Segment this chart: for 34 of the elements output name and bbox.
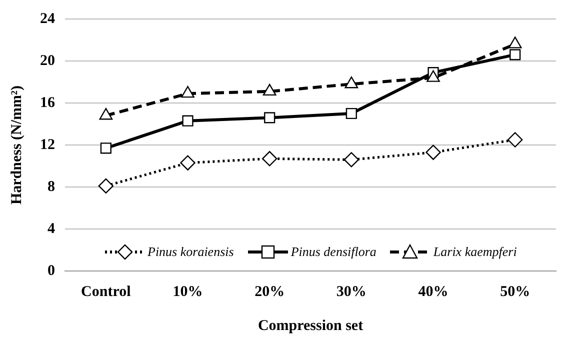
y-tick-label: 20 [40, 52, 55, 69]
legend-label: Larix kaempferi [433, 244, 517, 260]
y-tick-label: 24 [40, 10, 56, 27]
y-tick-label: 8 [48, 178, 55, 195]
point [507, 132, 523, 148]
x-tick-label: 50% [500, 284, 530, 300]
y-tick-label: 12 [40, 136, 55, 153]
point [99, 108, 113, 120]
x-tick-label: Control [81, 284, 131, 300]
point [264, 112, 276, 124]
point [344, 76, 358, 88]
y-tick-label: 16 [40, 94, 56, 111]
x-tick-label: 30% [336, 284, 366, 300]
legend-label: Pinus koraiensis [148, 244, 234, 260]
point [182, 115, 194, 126]
point [181, 86, 194, 98]
point [426, 70, 440, 82]
point [426, 144, 441, 160]
point [508, 36, 522, 48]
y-tick-label: 4 [48, 220, 56, 237]
legend-label: Pinus densiflora [290, 244, 376, 260]
point [262, 84, 276, 96]
y-tick-label: 0 [48, 262, 55, 279]
point [98, 178, 114, 194]
x-tick-label: 10% [172, 284, 203, 300]
point [262, 151, 278, 166]
y-axis-title: Hardness (N/mm²) [8, 85, 25, 205]
x-tick-label: 40% [418, 284, 448, 300]
point [100, 142, 112, 154]
point [180, 155, 196, 170]
x-tick-label: 20% [254, 284, 285, 300]
point [344, 152, 360, 168]
x-axis-title: Compression set [258, 318, 364, 334]
point [346, 108, 357, 120]
